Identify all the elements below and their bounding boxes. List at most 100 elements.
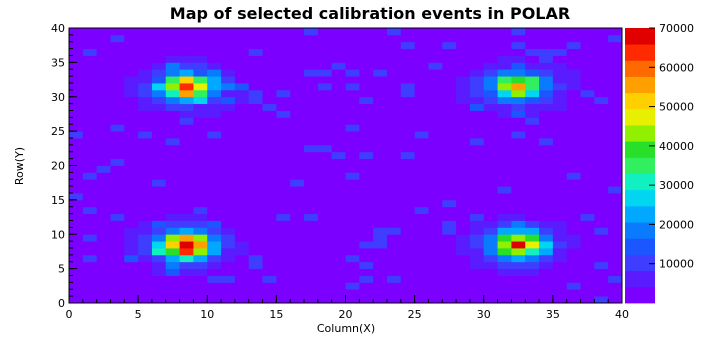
heatmap-cell: [207, 28, 222, 36]
colorbar-segment: [625, 173, 655, 191]
heatmap-cell: [359, 144, 374, 153]
colorbar-segment: [625, 270, 655, 288]
heatmap-cell: [497, 220, 512, 228]
heatmap-cell: [262, 254, 277, 263]
heatmap-cell: [594, 76, 609, 84]
heatmap-cell: [221, 193, 236, 201]
heatmap-cell: [469, 172, 485, 180]
heatmap-cell: [483, 206, 498, 215]
heatmap-cell: [234, 76, 250, 84]
heatmap-cell: [317, 199, 333, 208]
heatmap-cell: [234, 268, 250, 276]
heatmap-cell: [124, 213, 139, 221]
heatmap-cell: [373, 48, 388, 56]
heatmap-cell: [290, 282, 305, 290]
heatmap-cell: [511, 254, 526, 263]
heatmap-cell: [552, 199, 568, 208]
heatmap-cell: [400, 261, 416, 270]
heatmap-cell: [400, 186, 416, 194]
heatmap-cell: [331, 199, 346, 208]
heatmap-cell: [594, 199, 609, 208]
heatmap-cell: [566, 199, 581, 208]
heatmap-cell: [608, 55, 623, 63]
heatmap-cell: [386, 193, 402, 201]
heatmap-cell: [317, 179, 333, 187]
heatmap-cell: [124, 28, 139, 36]
heatmap-cell: [165, 48, 180, 56]
heatmap-cell: [304, 199, 319, 208]
heatmap-cell: [566, 69, 581, 77]
heatmap-cell: [442, 158, 457, 166]
heatmap-cell: [96, 34, 111, 43]
heatmap-cell: [69, 69, 84, 77]
heatmap-cell: [69, 186, 84, 194]
heatmap-cell: [110, 268, 125, 276]
heatmap-cell: [539, 96, 554, 105]
heatmap-cell: [483, 227, 498, 235]
heatmap-cell: [566, 193, 581, 201]
heatmap-cell: [525, 62, 540, 70]
heatmap-cell: [497, 83, 512, 91]
heatmap-cell: [276, 234, 291, 242]
heatmap-cell: [110, 179, 125, 187]
heatmap-cell: [359, 234, 374, 242]
heatmap-cell: [552, 165, 568, 173]
heatmap-cell: [442, 83, 457, 91]
heatmap-cell: [539, 103, 554, 111]
heatmap-cell: [428, 124, 443, 132]
heatmap-cell: [497, 248, 512, 256]
heatmap-cell: [165, 261, 180, 270]
heatmap-cell: [331, 144, 346, 153]
heatmap-cell: [580, 179, 595, 187]
heatmap-cell: [566, 48, 581, 56]
heatmap-cell: [373, 117, 388, 125]
heatmap-cell: [469, 124, 485, 132]
heatmap-cell: [82, 55, 98, 63]
heatmap-cell: [373, 138, 388, 146]
heatmap-cell: [165, 144, 180, 153]
heatmap-cell: [580, 131, 595, 139]
heatmap-cell: [151, 193, 167, 201]
heatmap-cell: [82, 89, 98, 98]
heatmap-cell: [138, 296, 153, 304]
heatmap-cell: [331, 83, 346, 91]
heatmap-cell: [511, 55, 526, 63]
heatmap-cell: [497, 158, 512, 166]
heatmap-cell: [221, 34, 236, 43]
heatmap-cell: [580, 83, 595, 91]
heatmap-cell: [345, 41, 360, 50]
heatmap-cell: [373, 268, 388, 276]
heatmap-cell: [566, 241, 581, 249]
heatmap-cell: [96, 144, 111, 153]
heatmap-cell: [331, 76, 346, 84]
heatmap-cell: [497, 124, 512, 132]
heatmap-cell: [580, 165, 595, 173]
heatmap-cell: [386, 110, 402, 118]
heatmap-cell: [234, 117, 250, 125]
heatmap-cell: [221, 220, 236, 228]
heatmap-cell: [331, 110, 346, 118]
heatmap-cell: [373, 96, 388, 105]
heatmap-cell: [345, 28, 360, 36]
heatmap-cell: [262, 41, 277, 50]
colorbar-segment: [625, 125, 655, 142]
heatmap-cell: [96, 76, 111, 84]
heatmap-cell: [221, 186, 236, 194]
heatmap-cell: [428, 268, 443, 276]
heatmap-cell: [511, 138, 526, 146]
heatmap-cell: [525, 193, 540, 201]
heatmap-cell: [400, 41, 416, 50]
heatmap-cell: [248, 144, 263, 153]
x-tick-label: 35: [546, 308, 560, 321]
heatmap-cell: [317, 117, 333, 125]
heatmap-cell: [165, 254, 180, 263]
heatmap-cell: [580, 158, 595, 166]
heatmap-cell: [304, 179, 319, 187]
heatmap-cell: [373, 227, 388, 235]
heatmap-cell: [304, 41, 319, 50]
heatmap-cell: [511, 124, 526, 132]
heatmap-cell: [456, 138, 471, 146]
heatmap-cell: [483, 28, 498, 36]
heatmap-cell: [359, 254, 374, 263]
heatmap-cell: [304, 248, 319, 256]
